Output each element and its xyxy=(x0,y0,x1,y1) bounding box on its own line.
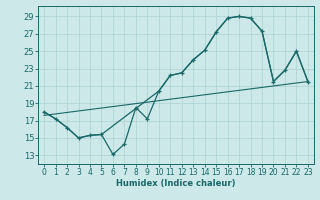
X-axis label: Humidex (Indice chaleur): Humidex (Indice chaleur) xyxy=(116,179,236,188)
